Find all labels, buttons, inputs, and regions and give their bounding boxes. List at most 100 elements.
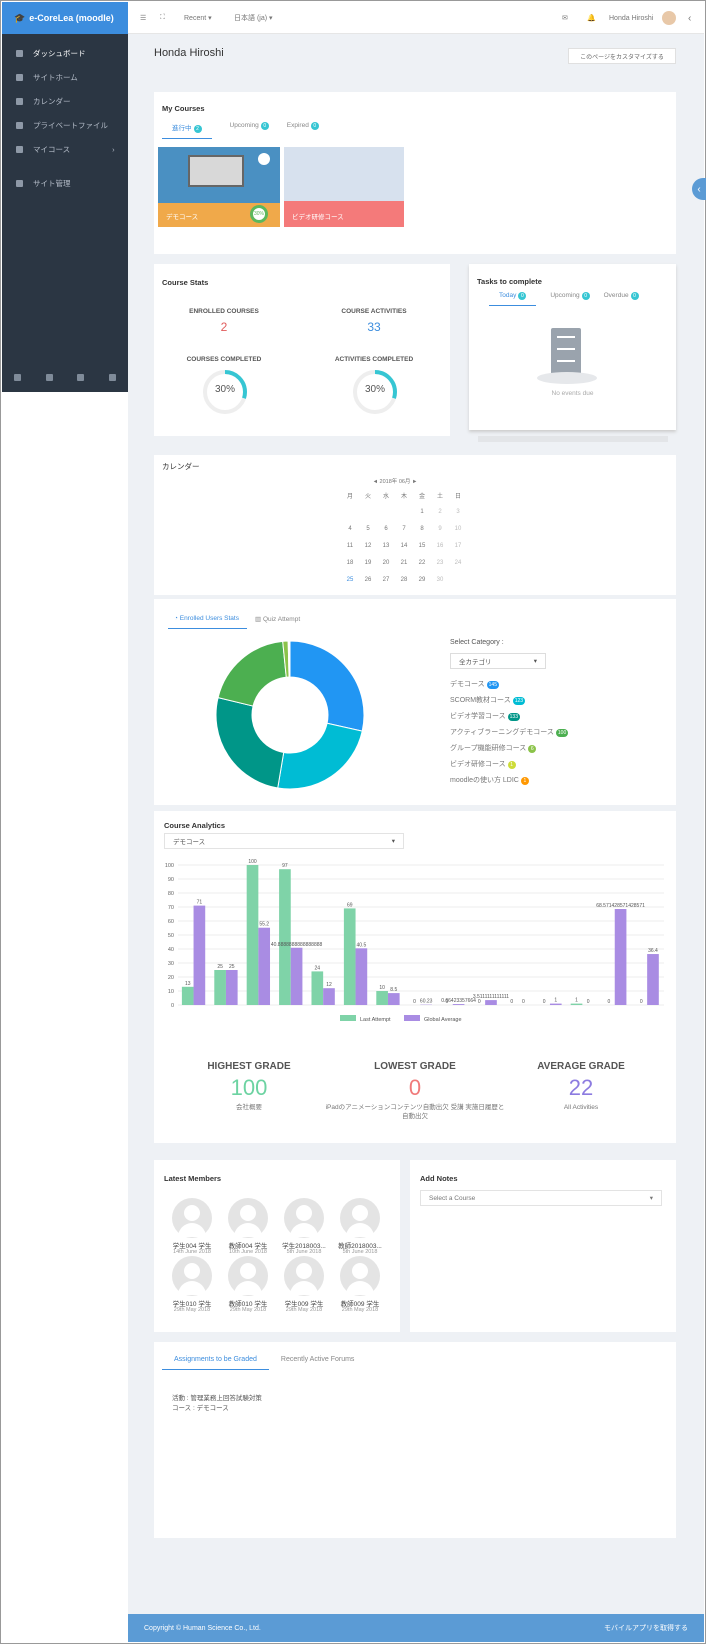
- calendar-day[interactable]: 10: [454, 526, 462, 532]
- calendar-day[interactable]: 15: [418, 543, 426, 549]
- sidebar-item-dashboard[interactable]: ダッシュボード: [2, 42, 128, 64]
- tab-enrolled-users[interactable]: ◔ Enrolled Users Stats: [168, 615, 247, 629]
- bar-last-attempt[interactable]: [214, 970, 226, 1005]
- tab-overdue[interactable]: Overdue 0: [604, 292, 639, 306]
- calendar-day[interactable]: 1: [420, 509, 424, 515]
- calendar-day[interactable]: 20: [382, 560, 390, 566]
- drawer-toggle-button[interactable]: ‹: [692, 178, 706, 200]
- calendar-day[interactable]: 4: [348, 526, 352, 532]
- sidebar-item-site-home[interactable]: サイトホーム: [2, 66, 128, 88]
- calendar-day[interactable]: 7: [402, 526, 406, 532]
- calendar-day[interactable]: 24: [454, 560, 462, 566]
- bar-global-average[interactable]: [258, 927, 271, 1005]
- calendar-day[interactable]: 3: [456, 509, 460, 515]
- calendar-day[interactable]: 19: [364, 560, 372, 566]
- calendar-month-nav[interactable]: ◄ 2018年 06月 ►: [372, 479, 418, 485]
- bar-global-average[interactable]: [193, 905, 206, 1005]
- messages-icon[interactable]: ✉: [562, 15, 568, 22]
- fullscreen-icon[interactable]: ⛶: [160, 14, 165, 21]
- sidebar-item-private-files[interactable]: プライベートファイル: [2, 114, 128, 136]
- member-name[interactable]: 教師009 学生: [340, 1301, 380, 1308]
- member-avatar[interactable]: [284, 1256, 324, 1296]
- member-avatar[interactable]: [284, 1198, 324, 1238]
- member-name[interactable]: 学生2018003...: [282, 1243, 326, 1250]
- table-icon[interactable]: [77, 373, 85, 381]
- settings-icon[interactable]: [108, 373, 116, 381]
- mobile-app-link[interactable]: モバイルアプリを取得する: [604, 1625, 688, 1632]
- tab-recent-forums[interactable]: Recently Active Forums: [280, 1356, 355, 1363]
- bar-global-average[interactable]: [452, 1004, 465, 1005]
- calendar-day[interactable]: 25: [346, 577, 354, 583]
- tab-upcoming-tasks[interactable]: Upcoming 0: [550, 292, 590, 306]
- calendar-day[interactable]: 21: [400, 560, 408, 566]
- notifications-icon[interactable]: 🔔: [587, 15, 596, 22]
- member-avatar[interactable]: [340, 1256, 380, 1296]
- member-name[interactable]: 学生004 学生: [172, 1243, 212, 1250]
- bar-global-average[interactable]: [614, 909, 627, 1005]
- language-menu[interactable]: 日本語 (ja) ▾: [234, 15, 273, 22]
- bar-last-attempt[interactable]: [376, 991, 388, 1005]
- member-avatar[interactable]: [228, 1198, 268, 1238]
- document-icon[interactable]: [45, 373, 53, 381]
- course-select[interactable]: デモコース ▾: [164, 833, 404, 849]
- member-avatar[interactable]: [228, 1256, 268, 1296]
- bar-global-average[interactable]: [225, 970, 238, 1005]
- member-avatar[interactable]: [172, 1256, 212, 1296]
- calendar-day[interactable]: 26: [364, 577, 372, 583]
- chevron-left-icon[interactable]: ‹: [688, 12, 692, 24]
- member-name[interactable]: 教師004 学生: [228, 1243, 268, 1250]
- bar-global-average[interactable]: [323, 988, 335, 1005]
- calendar-day[interactable]: 22: [418, 560, 426, 566]
- calendar-day[interactable]: 18: [346, 560, 354, 566]
- tab-expired[interactable]: Expired 0: [287, 122, 319, 139]
- calendar-day[interactable]: 2: [438, 509, 442, 515]
- donut-slice[interactable]: [215, 696, 285, 789]
- chat-icon[interactable]: [14, 373, 22, 381]
- customize-page-button[interactable]: このページをカスタマイズする: [568, 48, 676, 64]
- calendar-day[interactable]: 29: [418, 577, 426, 583]
- member-name[interactable]: 学生009 学生: [284, 1301, 324, 1308]
- bar-last-attempt[interactable]: [246, 865, 259, 1005]
- member-name[interactable]: 教師010 学生: [228, 1301, 268, 1308]
- bar-last-attempt[interactable]: [311, 971, 324, 1005]
- sidebar-item-site-admin[interactable]: サイト管理: [2, 172, 128, 194]
- calendar-day[interactable]: 16: [436, 543, 444, 549]
- calendar-day[interactable]: 12: [364, 543, 372, 549]
- bar-last-attempt[interactable]: [279, 869, 291, 1005]
- bar-global-average[interactable]: [290, 947, 303, 1005]
- sidebar-item-calendar[interactable]: カレンダー: [2, 90, 128, 112]
- donut-slice[interactable]: [277, 722, 363, 790]
- brand-logo[interactable]: 🎓 e-CoreLea (moodle): [2, 2, 128, 34]
- calendar-day[interactable]: 8: [420, 526, 424, 532]
- recent-menu[interactable]: Recent ▾: [184, 14, 212, 23]
- bar-global-average[interactable]: [387, 993, 400, 1005]
- calendar-day[interactable]: 28: [400, 577, 408, 583]
- tab-upcoming[interactable]: Upcoming 0: [230, 122, 269, 139]
- member-name[interactable]: 教師2018003...: [338, 1243, 382, 1250]
- member-name[interactable]: 学生010 学生: [172, 1301, 212, 1308]
- assignment-item[interactable]: 活動 : 管理業務上回答試験対策 コース : デモコース: [172, 1394, 262, 1414]
- sidebar-item-my-courses[interactable]: マイコース ›: [2, 138, 128, 160]
- bar-global-average[interactable]: [647, 954, 659, 1005]
- notes-course-select[interactable]: Select a Course ▾: [420, 1190, 662, 1206]
- tab-assignments-to-grade[interactable]: Assignments to be Graded: [162, 1356, 269, 1370]
- calendar-day[interactable]: 6: [384, 526, 388, 532]
- tab-today[interactable]: Today 0: [489, 292, 537, 306]
- calendar-day[interactable]: 9: [438, 526, 442, 532]
- donut-slice[interactable]: [217, 640, 287, 707]
- donut-slice[interactable]: [288, 640, 291, 678]
- bar-global-average[interactable]: [355, 948, 368, 1005]
- user-avatar[interactable]: [662, 2, 676, 34]
- donut-slice[interactable]: [289, 640, 365, 732]
- tab-quiz-attempt[interactable]: ▥ Quiz Attempt: [255, 615, 300, 629]
- category-select[interactable]: 全カテゴリ ▾: [450, 653, 546, 669]
- calendar-day[interactable]: 17: [454, 543, 462, 549]
- calendar-day[interactable]: 27: [382, 577, 390, 583]
- calendar-day[interactable]: 13: [382, 543, 390, 549]
- sidebar-toggle-icon[interactable]: ☰: [140, 15, 147, 22]
- calendar-day[interactable]: 30: [436, 577, 444, 583]
- member-avatar[interactable]: [340, 1198, 380, 1238]
- calendar-day[interactable]: 5: [366, 526, 370, 532]
- calendar-day[interactable]: 23: [436, 560, 444, 566]
- bar-global-average[interactable]: [549, 1003, 562, 1005]
